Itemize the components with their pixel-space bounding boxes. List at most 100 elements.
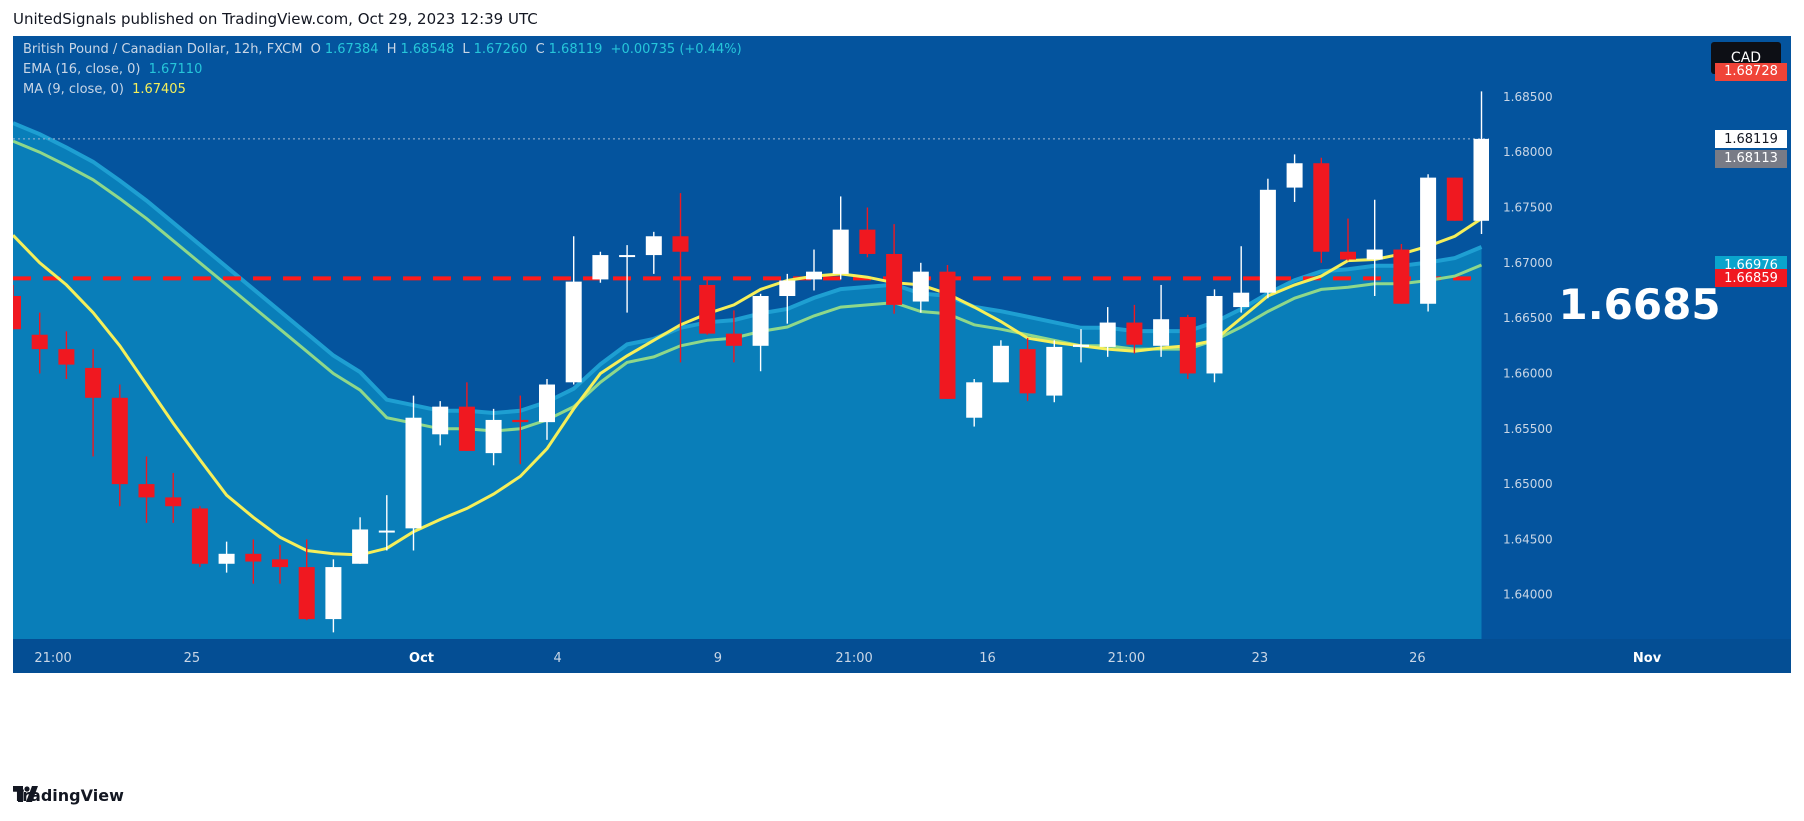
time-axis-bg: [13, 639, 1791, 673]
candle-body: [432, 406, 449, 435]
candle: [619, 245, 636, 313]
candle: [1099, 307, 1116, 357]
candle: [298, 539, 315, 621]
candle: [565, 236, 582, 385]
candle-body: [1313, 163, 1330, 252]
y-tick-label: 1.67000: [1503, 256, 1553, 270]
candle-body: [458, 406, 475, 451]
legend-symbol: British Pound / Canadian Dollar, 12h, FX…: [23, 42, 303, 57]
candle-body: [539, 384, 555, 423]
legend-ema: EMA (16, close, 0) 1.67110: [23, 62, 206, 77]
price-tag: 1.68113: [1715, 149, 1787, 168]
y-tick-label: 1.64500: [1503, 532, 1553, 546]
candle-body: [1019, 349, 1036, 394]
candle-body: [111, 397, 128, 485]
candle: [352, 517, 369, 564]
x-tick-label: 21:00: [1108, 651, 1145, 666]
candle: [85, 349, 102, 457]
legend-l-label: L: [462, 42, 470, 57]
x-tick-label: 4: [554, 651, 562, 666]
candle-body: [13, 296, 21, 330]
candle: [1019, 338, 1036, 402]
candle: [31, 312, 48, 374]
candle: [1340, 218, 1356, 261]
candle-body: [31, 334, 48, 350]
tradingview-logo-icon: [13, 786, 38, 802]
legend-c-label: C: [535, 42, 545, 57]
candle: [325, 559, 342, 633]
candle: [272, 544, 288, 584]
candle-body: [1153, 319, 1170, 346]
candle: [752, 293, 769, 372]
candle-body: [245, 553, 262, 562]
chart-area[interactable]: 1.68500 1.68000 1.67500 1.67000 1.66500 1.660…: [13, 36, 1791, 774]
legend-ema-value: 1.67110: [148, 62, 203, 77]
chart-svg[interactable]: 1.68500 1.68000 1.67500 1.67000 1.66500 1.660…: [13, 36, 1791, 774]
candle-body: [565, 281, 582, 383]
candle-body: [725, 333, 742, 346]
candle: [1393, 244, 1410, 304]
x-tick-label: 21:00: [34, 651, 71, 666]
candle: [672, 193, 689, 363]
candle-body: [58, 349, 75, 365]
candle: [1366, 199, 1383, 297]
candle: [165, 473, 182, 523]
candle: [886, 224, 903, 314]
candle-body: [1206, 296, 1223, 374]
legend-ma-label: MA (9, close, 0): [23, 82, 124, 97]
candles: [13, 91, 1490, 633]
candle-body: [325, 567, 342, 620]
candle-body: [832, 229, 849, 274]
legend-l: 1.67260: [473, 42, 528, 57]
candle-body: [1393, 249, 1410, 304]
candle-body: [806, 271, 822, 280]
candle-body: [1420, 177, 1437, 304]
candle: [1286, 154, 1303, 202]
candle-body: [218, 553, 235, 564]
y-tick-label: 1.68500: [1503, 90, 1553, 104]
candle-body: [1446, 177, 1463, 221]
footer-brand[interactable]: TradingView: [13, 786, 124, 805]
candle-body: [939, 271, 956, 399]
candle-body: [1286, 163, 1303, 188]
legend-c: 1.68119: [548, 42, 603, 57]
candle: [1126, 304, 1143, 354]
candle: [992, 340, 1009, 383]
candle-body: [298, 567, 315, 620]
candle: [485, 408, 502, 466]
candle-body: [1233, 292, 1250, 308]
ma-line: [13, 217, 1483, 557]
candle: [539, 378, 555, 440]
candle-body: [165, 497, 182, 507]
candle: [1446, 177, 1463, 221]
trade-zones: [13, 71, 1642, 266]
candle-body: [966, 382, 983, 418]
candle-body: [645, 236, 662, 256]
candle: [966, 378, 983, 427]
x-tick-label: Nov: [1633, 651, 1662, 666]
candle-body: [886, 253, 903, 305]
candle: [138, 456, 155, 523]
candle-body: [672, 236, 689, 252]
candle-body: [1046, 346, 1063, 396]
candle: [245, 539, 262, 584]
price-tag: 1.68119: [1715, 130, 1787, 148]
y-tick-label: 1.66500: [1503, 311, 1553, 325]
candle: [13, 284, 21, 330]
ema-cloud: [13, 123, 1482, 640]
candle-body: [272, 559, 288, 568]
x-tick-label: 9: [714, 651, 722, 666]
candle: [592, 251, 609, 283]
candle: [378, 495, 395, 551]
candle-body: [1259, 189, 1276, 293]
x-tick-label: 23: [1252, 651, 1269, 666]
candle: [1313, 157, 1330, 263]
candle: [458, 382, 475, 451]
price-tag: 1.68728: [1715, 62, 1787, 81]
candle: [111, 384, 128, 507]
ema-cloud-edge: [13, 121, 1483, 416]
candle-body: [85, 367, 102, 398]
candle: [512, 395, 529, 465]
price-tag: 1.66859: [1715, 269, 1787, 288]
candle-body: [992, 345, 1009, 383]
